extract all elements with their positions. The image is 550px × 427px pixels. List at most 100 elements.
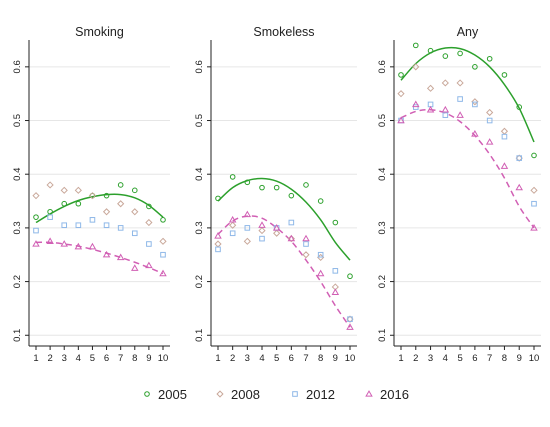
point-2005	[347, 273, 353, 280]
point-2012	[146, 241, 152, 247]
x-tick-label: 1	[398, 353, 403, 364]
x-tick-label: 3	[245, 353, 250, 364]
legend-item-2016: 2016	[365, 387, 409, 402]
x-tick-label: 2	[230, 353, 235, 364]
fit-line-2005	[400, 46, 535, 143]
point-2012	[442, 112, 449, 118]
point-2008	[145, 218, 153, 227]
panel-title: Smokeless	[253, 25, 314, 39]
y-tick-label: 0.5	[377, 114, 388, 127]
point-2012	[61, 222, 68, 229]
point-2012	[347, 316, 353, 322]
point-2008	[258, 226, 266, 235]
point-2008	[456, 79, 464, 87]
x-tick-label: 10	[345, 353, 356, 364]
point-2012	[412, 104, 419, 110]
point-2008	[74, 186, 82, 194]
point-2005	[61, 200, 68, 207]
point-2008	[131, 208, 139, 216]
y-tick-label: 0.1	[12, 329, 23, 342]
point-2012	[259, 235, 265, 242]
legend-item-2012: 2012	[292, 387, 335, 402]
point-2005	[146, 203, 152, 210]
point-2012	[75, 222, 82, 229]
x-tick-label: 5	[90, 353, 95, 364]
x-tick-label: 4	[76, 353, 81, 364]
legend-label: 2008	[231, 387, 260, 402]
point-2016	[471, 130, 479, 137]
point-2016	[426, 105, 435, 113]
panel-2: 0.1 0.2 0.3 0.4 0.5 0.6 1 2 3 4 5 6 7 8 9 10 Any	[377, 25, 541, 364]
point-2012	[89, 217, 96, 223]
point-2012	[317, 251, 324, 258]
point-2012	[516, 155, 523, 161]
point-2016	[60, 240, 68, 247]
legend-label: 2016	[380, 387, 409, 402]
point-2005	[273, 184, 280, 191]
point-2012	[303, 241, 309, 247]
point-2005	[531, 152, 537, 159]
fit-line-2016	[35, 241, 164, 275]
y-tick-label: 0.5	[12, 114, 23, 127]
point-2008	[302, 251, 310, 259]
point-2008	[486, 108, 494, 117]
point-2008	[243, 237, 251, 245]
legend-marker-square	[292, 391, 298, 397]
point-2005	[332, 219, 339, 226]
point-2016	[243, 210, 252, 218]
legend: 2005 2008 2012 2016	[144, 387, 409, 402]
y-tick-label: 0.6	[377, 60, 388, 73]
point-2016	[331, 288, 340, 295]
point-2016	[131, 264, 139, 271]
point-2016	[116, 253, 125, 261]
point-2016	[346, 323, 354, 330]
y-tick-label: 0.2	[12, 275, 23, 288]
point-2012	[501, 133, 508, 140]
point-2005	[442, 53, 449, 59]
point-2008	[530, 186, 538, 194]
point-2008	[117, 200, 125, 208]
point-2005	[398, 72, 404, 78]
fit-line-2005	[217, 177, 351, 261]
point-2005	[215, 195, 221, 202]
legend-label: 2012	[306, 387, 335, 402]
x-tick-label: 2	[413, 353, 418, 364]
point-2012	[472, 101, 478, 108]
legend-item-2008: 2008	[216, 387, 260, 402]
point-2005	[317, 198, 324, 204]
x-tick-label: 10	[158, 353, 169, 364]
point-2016	[441, 105, 450, 113]
panel-0: 0.1 0.2 0.3 0.4 0.5 0.6 1 2 3 4 5 6 7 8 9 10 Smoking	[12, 25, 170, 364]
y-tick-label: 0.3	[194, 221, 205, 234]
point-2008	[88, 192, 97, 200]
point-2008	[273, 229, 281, 237]
point-2016	[228, 215, 237, 223]
x-tick-label: 7	[487, 353, 492, 364]
point-2008	[60, 186, 68, 194]
x-tick-label: 3	[428, 353, 433, 364]
point-2005	[75, 200, 82, 207]
point-2016	[316, 269, 325, 277]
x-tick-label: 8	[502, 353, 507, 364]
point-2016	[397, 116, 405, 124]
y-tick-label: 0.3	[377, 221, 388, 234]
panel-title: Smoking	[75, 25, 124, 39]
point-2012	[117, 225, 124, 231]
point-2012	[244, 225, 251, 231]
point-2012	[215, 246, 221, 253]
point-2005	[457, 50, 463, 57]
point-2008	[102, 208, 111, 216]
y-tick-label: 0.6	[12, 60, 23, 73]
x-tick-label: 5	[274, 353, 279, 364]
point-2005	[131, 187, 138, 194]
legend-item-2005: 2005	[144, 387, 187, 402]
panel-title: Any	[457, 25, 479, 39]
fit-line-2005	[35, 193, 164, 224]
point-2012	[103, 222, 110, 229]
point-2008	[426, 84, 435, 92]
point-2016	[456, 111, 464, 118]
point-2016	[500, 162, 509, 169]
y-tick-label: 0.6	[194, 60, 205, 73]
y-tick-label: 0.1	[194, 329, 205, 342]
